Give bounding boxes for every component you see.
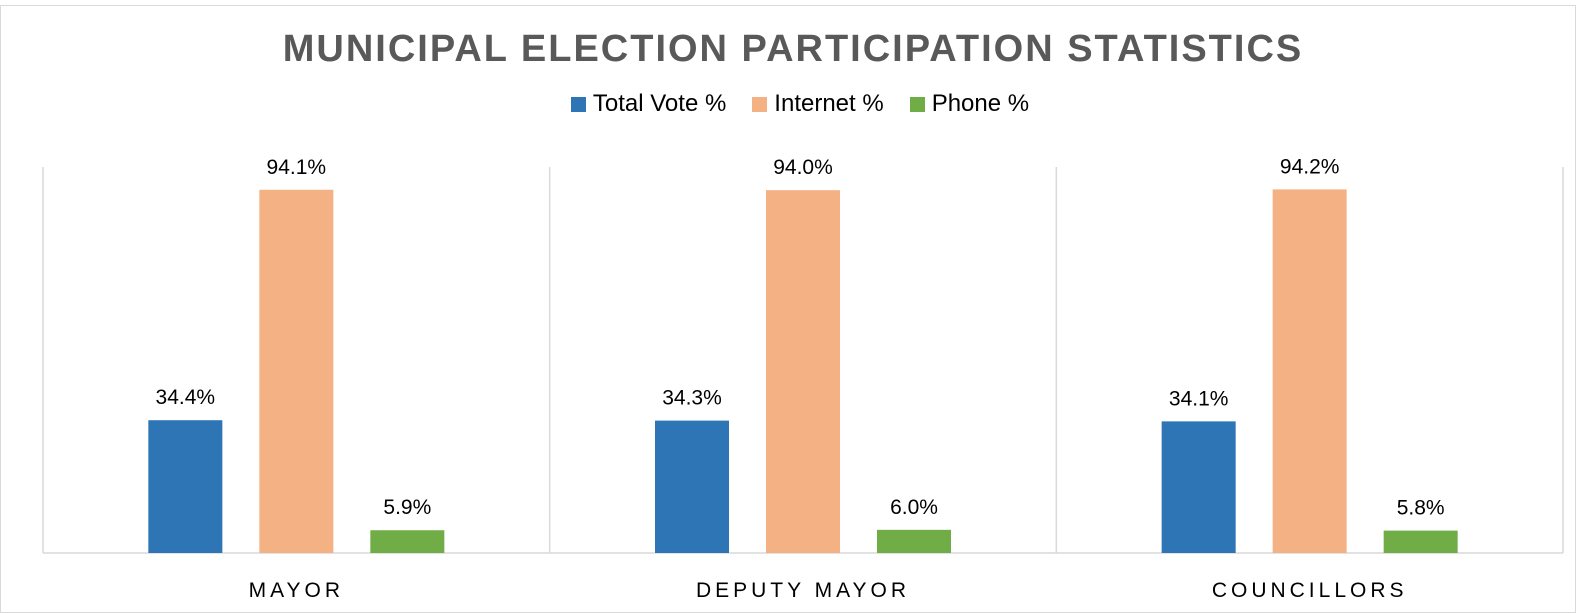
data-label-internet: 94.2% — [1280, 155, 1340, 178]
data-label-total-vote: 34.4% — [156, 386, 216, 409]
legend: Total Vote % Internet % Phone % — [0, 90, 1578, 118]
data-label-phone: 6.0% — [890, 496, 938, 519]
legend-item-internet: Internet % — [752, 90, 884, 118]
bar-phone — [370, 530, 445, 553]
x-tick-label: DEPUTY MAYOR — [696, 579, 910, 602]
legend-label-phone: Phone % — [931, 90, 1030, 117]
legend-swatch-phone — [909, 96, 925, 112]
data-label-internet: 94.0% — [773, 156, 833, 179]
data-label-total-vote: 34.1% — [1169, 387, 1229, 410]
legend-item-phone: Phone % — [909, 90, 1030, 118]
data-label-internet: 94.1% — [267, 156, 327, 179]
bar-internet — [259, 189, 334, 554]
bar-internet — [1272, 189, 1347, 553]
bar-total-vote — [655, 420, 729, 553]
bar-internet — [766, 190, 840, 553]
bar-phone — [877, 529, 951, 553]
data-label-phone: 5.8% — [1397, 497, 1445, 520]
bar-total-vote — [1161, 421, 1236, 553]
legend-swatch-internet — [752, 96, 768, 112]
x-tick-label: COUNCILLORS — [1212, 579, 1408, 602]
data-label-phone: 5.9% — [383, 496, 431, 519]
legend-label-internet: Internet % — [774, 90, 884, 117]
x-tick-label: MAYOR — [249, 579, 344, 602]
legend-item-total-vote: Total Vote % — [570, 90, 727, 118]
legend-label-total-vote: Total Vote % — [592, 90, 727, 117]
bar-total-vote — [148, 420, 223, 553]
bar-phone — [1383, 530, 1458, 553]
chart-title: MUNICIPAL ELECTION PARTICIPATION STATIST… — [282, 28, 1304, 70]
data-label-total-vote: 34.3% — [662, 387, 722, 410]
legend-swatch-total-vote — [570, 96, 586, 112]
